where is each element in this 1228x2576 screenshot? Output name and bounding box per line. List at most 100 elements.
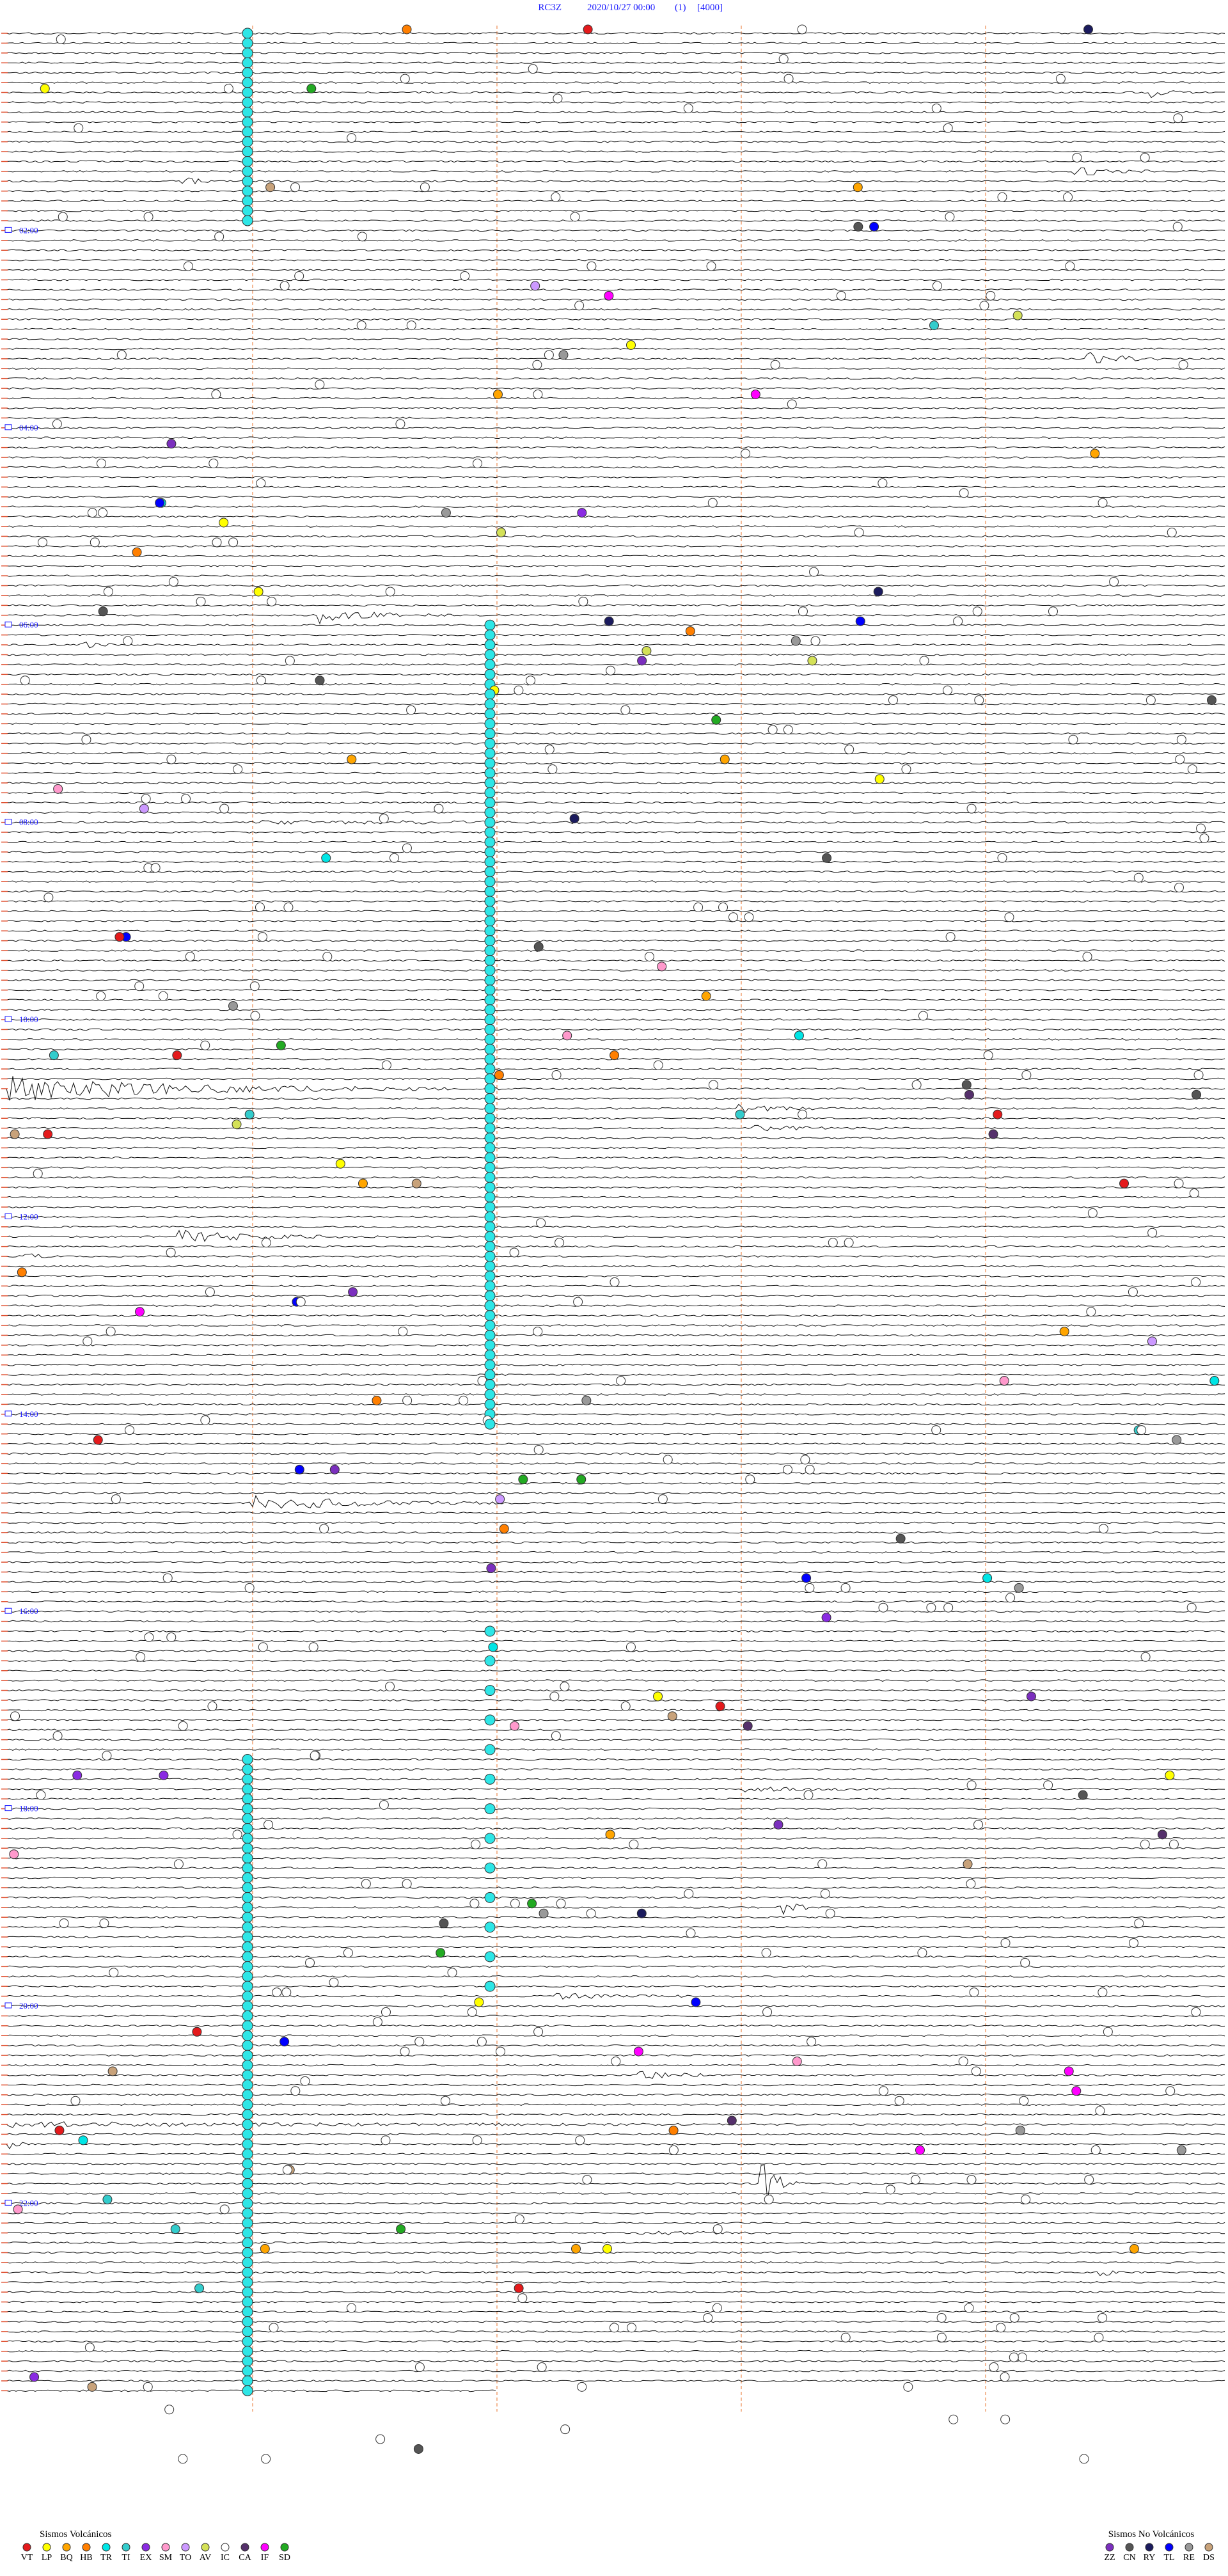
trace (6, 890, 1225, 893)
event-marker (1021, 2194, 1031, 2204)
event-marker (1140, 1839, 1150, 1849)
event-marker (484, 807, 496, 818)
event-marker (1140, 152, 1150, 162)
trace (6, 949, 1225, 952)
trace (6, 1531, 1225, 1534)
event-marker (258, 1642, 268, 1652)
trace (6, 258, 1225, 262)
trace (6, 1196, 1225, 1199)
event-marker (255, 902, 265, 912)
trace (6, 870, 1225, 873)
trace (6, 999, 1225, 1001)
event-marker (1014, 1583, 1024, 1593)
legend-swatch (1105, 2543, 1114, 2552)
event-marker (242, 87, 253, 99)
event-marker (484, 1004, 496, 1016)
event-marker (484, 1211, 496, 1222)
trace (6, 1452, 1225, 1455)
trace (6, 446, 1225, 449)
event-marker (1083, 24, 1094, 35)
event-marker (473, 458, 483, 468)
event-marker (159, 1770, 169, 1780)
trace (6, 2300, 1225, 2303)
trace (6, 1669, 1225, 1672)
trace (6, 771, 1225, 775)
event-marker (663, 1455, 673, 1465)
trace (6, 397, 1225, 400)
event-marker (1065, 261, 1075, 271)
trace (6, 1561, 1225, 1563)
trace (6, 1215, 1225, 1219)
event-marker (484, 699, 496, 710)
event-marker (484, 856, 496, 867)
event-marker (983, 1050, 993, 1061)
event-marker (476, 2037, 487, 2047)
event-marker (166, 1247, 176, 1258)
event-marker (242, 2277, 253, 2288)
event-marker (1165, 2086, 1176, 2096)
event-marker (667, 1711, 677, 1721)
trace (6, 1778, 1225, 1781)
event-marker (484, 974, 496, 986)
index: (1) (675, 3, 686, 13)
trace (6, 1412, 1225, 1416)
event-markers (9, 24, 1220, 2464)
event-marker (484, 728, 496, 739)
trace (6, 1494, 1225, 1509)
trace (6, 2350, 1225, 2353)
trace (6, 466, 1225, 469)
event-marker (484, 708, 496, 720)
event-marker (1015, 2125, 1025, 2135)
event-marker (853, 221, 863, 232)
event-marker (347, 2303, 357, 2313)
trace (6, 1945, 1225, 1948)
event-marker (242, 47, 253, 59)
event-marker (484, 954, 496, 966)
trace (6, 42, 1225, 45)
event-marker (395, 419, 405, 429)
event-marker (484, 1093, 496, 1104)
event-marker (103, 587, 113, 597)
event-marker (844, 1238, 854, 1248)
event-marker (1004, 912, 1014, 922)
event-marker (242, 1842, 253, 1854)
event-marker (894, 2096, 904, 2106)
event-marker (901, 764, 911, 774)
trace (6, 1985, 1225, 1988)
event-marker (642, 645, 652, 656)
trace (6, 1798, 1225, 1801)
event-marker (242, 1793, 253, 1805)
event-marker (1103, 2027, 1113, 2037)
event-marker (1082, 951, 1092, 961)
event-marker (233, 764, 243, 774)
event-marker (885, 2185, 895, 2195)
trace (6, 1137, 1225, 1139)
event-marker (514, 2214, 524, 2224)
event-marker (37, 537, 47, 548)
trace (6, 1373, 1225, 1376)
event-marker (805, 1464, 815, 1474)
event-marker (150, 863, 161, 873)
event-marker (657, 961, 667, 972)
legend-swatch (141, 2543, 150, 2552)
event-marker (1026, 1691, 1036, 1702)
event-marker (792, 2057, 802, 2067)
event-marker (107, 2066, 118, 2076)
event-marker (1199, 833, 1209, 843)
trace (6, 1650, 1225, 1652)
event-marker (873, 587, 883, 597)
trace (6, 880, 1225, 883)
event-marker (250, 1011, 260, 1021)
event-marker (961, 1080, 972, 1090)
event-marker (1128, 1287, 1138, 1297)
event-marker (256, 478, 266, 488)
event-marker (874, 774, 885, 784)
event-marker (532, 360, 542, 370)
event-marker (495, 2046, 505, 2057)
event-marker (242, 2119, 253, 2130)
event-marker (1187, 764, 1197, 774)
event-marker (484, 748, 496, 759)
event-marker (242, 28, 253, 39)
event-marker (718, 902, 728, 912)
